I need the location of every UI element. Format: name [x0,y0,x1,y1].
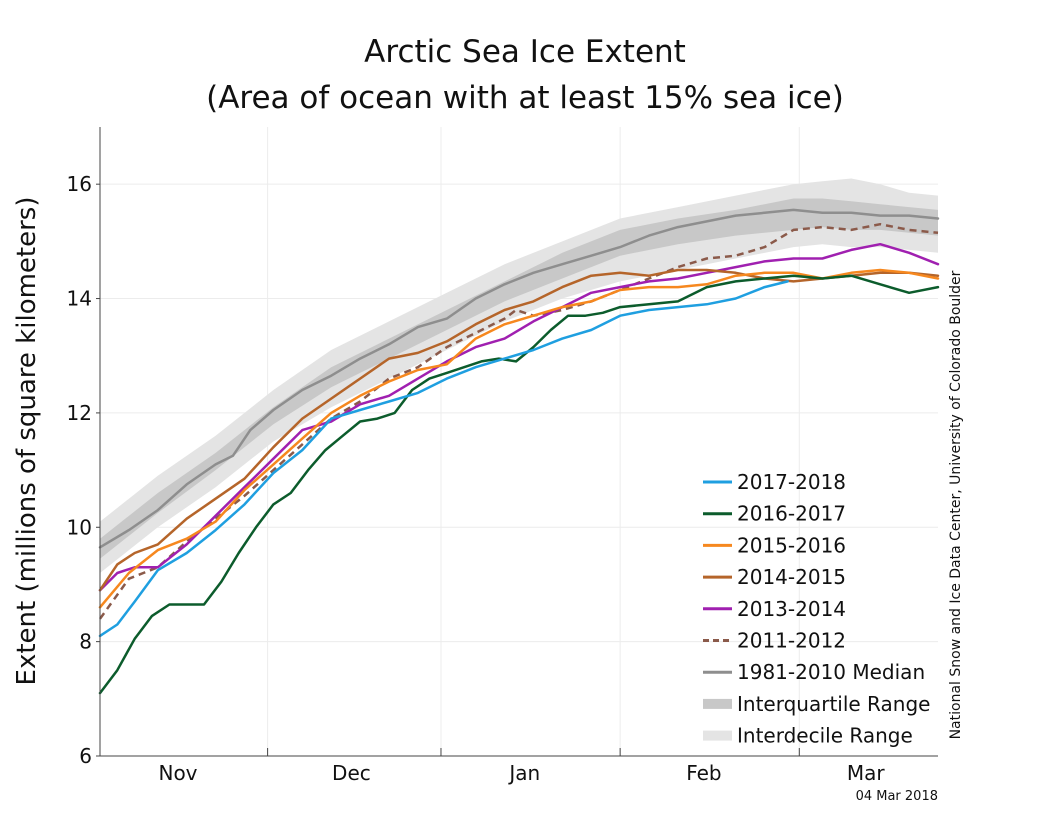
legend-label: 2015-2016 [737,533,846,557]
chart-title: Arctic Sea Ice Extent [364,34,686,70]
x-tick-label-feb: Feb [686,761,721,785]
legend-item-2013-2014: 2013-2014 [703,597,846,621]
x-tick-label-nov: Nov [158,761,197,785]
legend: 2017-2018 2016-2017 2015-2016 2014-2015 2013… [703,470,930,748]
legend-label: 2016-2017 [737,502,846,526]
y-tick-label-6: 6 [79,744,92,768]
credit-text: National Snow and Ice Data Center, Unive… [948,270,964,739]
x-tick-label-mar: Mar [847,761,886,785]
series-2015-2016 [98,268,940,609]
range-bands [100,178,938,573]
legend-swatch [703,730,732,741]
series-2011-2012 [98,222,939,620]
series-2016-2017 [98,274,940,695]
legend-label: 2013-2014 [737,597,846,621]
axes: 6 8 10 12 14 16 Nov Dec Jan Feb Mar [67,127,938,785]
legend-item-1981-2010-median: 1981-2010 Median [703,660,925,684]
series-lines [98,208,940,695]
y-tick-label-12: 12 [67,401,92,425]
series-2014-2015 [98,268,940,592]
legend-label: Interquartile Range [737,692,930,716]
series-1981-2010-median [98,208,940,549]
y-tick-label-14: 14 [67,287,92,311]
y-axis-label: Extent (millions of square kilometers) [12,197,42,686]
legend-item-2011-2012: 2011-2012 [703,629,846,653]
legend-label: 2017-2018 [737,470,846,494]
legend-item-2014-2015: 2014-2015 [703,565,846,589]
legend-label: 2011-2012 [737,629,846,653]
legend-item-2016-2017: 2016-2017 [703,502,846,526]
legend-item-interdecile-range: Interdecile Range [703,724,913,748]
x-tick-label-dec: Dec [332,761,371,785]
y-tick-label-10: 10 [67,515,92,539]
legend-label: 2014-2015 [737,565,846,589]
chart-subtitle: (Area of ocean with at least 15% sea ice… [206,80,844,116]
series-2017-2018 [98,280,789,638]
series-2013-2014 [98,242,940,592]
legend-label: 1981-2010 Median [737,660,925,684]
legend-label: Interdecile Range [737,724,913,748]
y-tick-label-16: 16 [67,172,92,196]
legend-item-2017-2018: 2017-2018 [703,470,846,494]
x-tick-label-jan: Jan [507,761,540,785]
legend-item-2015-2016: 2015-2016 [703,533,846,557]
legend-item-interquartile-range: Interquartile Range [703,692,930,716]
legend-swatch [703,698,732,709]
y-tick-label-8: 8 [79,630,92,654]
date-stamp: 04 Mar 2018 [856,789,938,804]
